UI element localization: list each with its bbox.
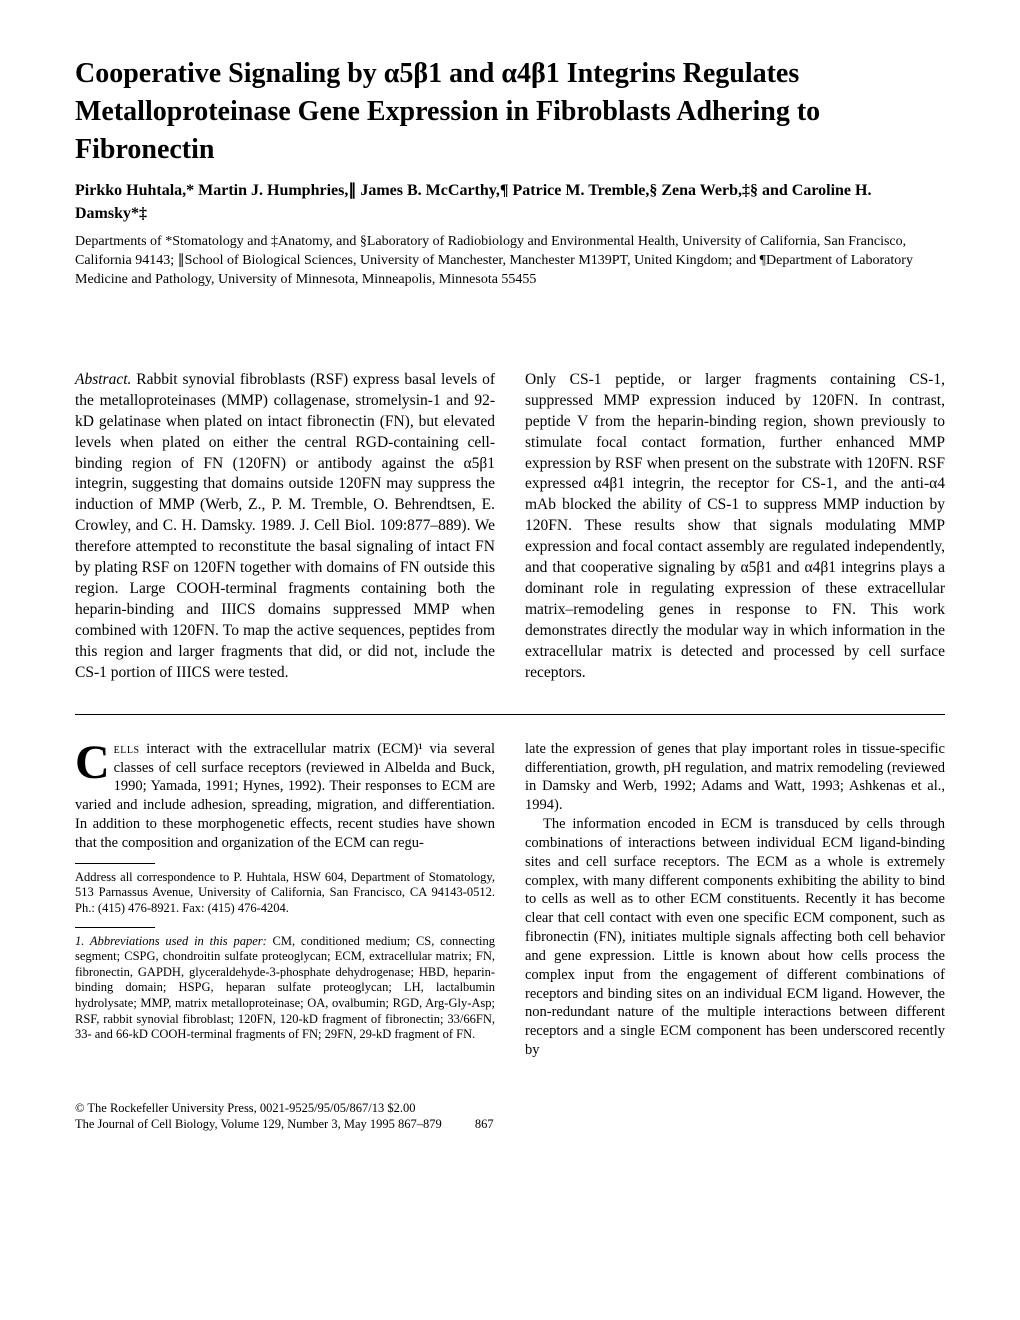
abstract-left-text: Rabbit synovial fibroblasts (RSF) expres… [75,371,495,681]
section-divider [75,714,945,715]
page-number: 867 [475,1116,494,1132]
footnote-divider-1 [75,863,155,864]
body-right-p2: The information encoded in ECM is transd… [525,815,945,1060]
abstract-section: Abstract. Rabbit synovial fibroblasts (R… [75,370,945,684]
body-left-column: Cells interact with the extracellular ma… [75,740,495,1060]
abstract-label: Abstract. [75,371,131,388]
footnote-divider-2 [75,927,155,928]
dropcap: C [75,740,114,782]
article-title: Cooperative Signaling by α5β1 and α4β1 I… [75,55,945,168]
copyright-line: © The Rockefeller University Press, 0021… [75,1100,945,1116]
abbreviations-footnote: 1. Abbreviations used in this paper: CM,… [75,934,495,1043]
body-right-p1: late the expression of genes that play i… [525,740,945,815]
body-left-text: interact with the extracellular matrix (… [75,741,495,851]
abstract-left-column: Abstract. Rabbit synovial fibroblasts (R… [75,370,495,684]
affiliations: Departments of *Stomatology and ‡Anatomy… [75,233,945,290]
page-footer: © The Rockefeller University Press, 0021… [75,1100,945,1133]
abstract-right-column: Only CS-1 peptide, or larger fragments c… [525,370,945,684]
journal-citation: The Journal of Cell Biology, Volume 129,… [75,1117,442,1131]
authors-list: Pirkko Huhtala,* Martin J. Humphries,∥ J… [75,180,945,225]
body-right-column: late the expression of genes that play i… [525,740,945,1060]
body-section: Cells interact with the extracellular ma… [75,740,945,1060]
body-first-word: ells [114,741,140,757]
correspondence-footnote: Address all correspondence to P. Huhtala… [75,870,495,917]
